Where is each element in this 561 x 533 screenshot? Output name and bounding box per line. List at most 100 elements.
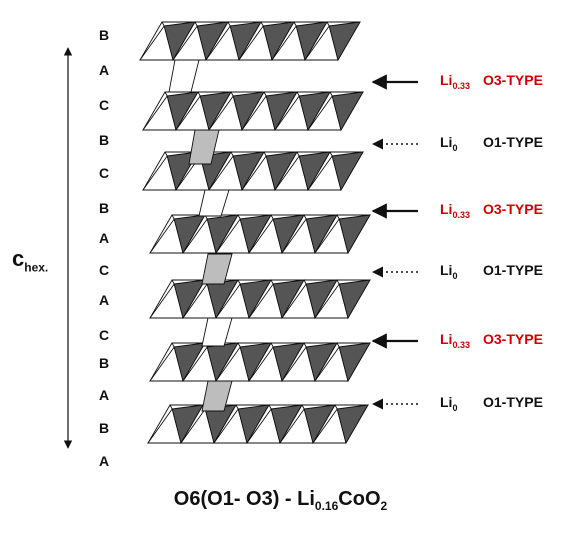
- li-symbol: Li: [440, 134, 453, 150]
- li-content: 0.33: [452, 80, 470, 91]
- coo2-slab: [149, 279, 371, 320]
- stacking-letter: C: [99, 327, 110, 343]
- octahedron-edge: [171, 342, 175, 348]
- octahedron-edge: [227, 21, 231, 27]
- interlayer-octahedron: [201, 317, 233, 347]
- interlayer-label: Li0 O1-TYPE: [440, 394, 543, 413]
- octahedron-shaded-face: [328, 21, 361, 62]
- stacking-letter: A: [99, 387, 110, 403]
- octahedron-edge: [296, 151, 300, 157]
- coo2-slab: [147, 404, 369, 445]
- li-content: 0.33: [452, 339, 470, 350]
- interlayer-octahedron: [198, 189, 230, 217]
- octahedron-edge: [237, 279, 241, 285]
- interlayer-label: Li0 O1-TYPE: [440, 262, 543, 281]
- stacking-letter: C: [99, 262, 110, 278]
- octahedron-edge: [336, 214, 340, 220]
- stacking-type: O3-TYPE: [483, 331, 543, 347]
- stacking-type: O3-TYPE: [483, 72, 543, 88]
- stacking-letter: B: [99, 200, 110, 216]
- stacking-letter: A: [99, 230, 110, 246]
- axis-label-sub: hex.: [24, 260, 49, 275]
- li-content: 0: [452, 270, 458, 281]
- li-symbol: Li: [440, 201, 453, 217]
- octahedron-edge: [296, 91, 300, 97]
- octahedron-shaded-face: [338, 214, 371, 255]
- octahedron-shaded-face: [331, 151, 364, 192]
- octahedron-edge: [197, 91, 201, 97]
- stacking-letter: B: [99, 132, 110, 148]
- c-hex-axis-label: chex.: [12, 246, 48, 274]
- octahedron-shaded-face: [336, 404, 369, 445]
- octahedron-edge: [164, 151, 168, 157]
- stacking-letter: B: [99, 355, 110, 371]
- stacking-letter: A: [99, 453, 110, 469]
- composition-formula: O6(O1- O3) - Li0.16CoO2: [0, 488, 561, 513]
- stacking-letter: B: [99, 420, 110, 436]
- interlayer-octahedron: [201, 380, 233, 412]
- octahedron-edge: [326, 21, 330, 27]
- interlayer-label: Li0.33 O3-TYPE: [440, 331, 543, 350]
- octahedron-edge: [303, 279, 307, 285]
- octahedron-edge: [263, 151, 267, 157]
- octahedron-edge: [161, 21, 165, 27]
- octahedron-shaded-face: [338, 342, 371, 383]
- octahedron-edge: [270, 214, 274, 220]
- li-symbol: Li: [440, 394, 453, 410]
- octahedron-edge: [329, 91, 333, 97]
- stacking-letter: C: [99, 165, 110, 181]
- octahedron-edge: [334, 404, 338, 410]
- stacking-letter: B: [99, 27, 110, 43]
- octahedron-edge: [230, 151, 234, 157]
- octahedron-edge: [171, 279, 175, 285]
- octahedron-edge: [164, 91, 168, 97]
- coo2-slab: [139, 21, 361, 62]
- octahedron-edge: [303, 214, 307, 220]
- li-symbol: Li: [440, 331, 453, 347]
- interlayer-octahedron: [201, 253, 233, 285]
- coo2-slab: [149, 342, 371, 383]
- interlayer-label: Li0.33 O3-TYPE: [440, 201, 543, 220]
- octahedron-edge: [230, 91, 234, 97]
- formula-part2: CoO: [338, 488, 381, 510]
- octahedron-edge: [336, 279, 340, 285]
- coo2-slab: [149, 214, 371, 255]
- stacking-letter: A: [99, 62, 110, 78]
- octahedron-edge: [169, 404, 173, 410]
- octahedron-edge: [268, 404, 272, 410]
- stacking-letter: A: [99, 292, 110, 308]
- octahedron-edge: [237, 214, 241, 220]
- coo2-slab: [142, 151, 364, 192]
- octahedron-edge: [260, 21, 264, 27]
- stacking-letter: C: [99, 97, 110, 113]
- li-content: 0: [452, 402, 458, 413]
- octahedron-edge: [303, 342, 307, 348]
- octahedron-edge: [171, 214, 175, 220]
- formula-sub1: 0.16: [314, 499, 339, 513]
- formula-sub2: 2: [380, 499, 388, 513]
- stacking-type: O3-TYPE: [483, 201, 543, 217]
- li-symbol: Li: [440, 262, 453, 278]
- interlayer-label: Li0 O1-TYPE: [440, 134, 543, 153]
- stacking-type: O1-TYPE: [483, 394, 543, 410]
- axis-label-main: c: [12, 246, 25, 271]
- octahedron-edge: [194, 21, 198, 27]
- octahedron-edge: [270, 279, 274, 285]
- stacking-type: O1-TYPE: [483, 134, 543, 150]
- octahedron-edge: [293, 21, 297, 27]
- li-symbol: Li: [440, 72, 453, 88]
- stacking-type: O1-TYPE: [483, 262, 543, 278]
- li-content: 0: [452, 142, 458, 153]
- interlayer-octahedron: [188, 129, 220, 165]
- octahedron-edge: [270, 342, 274, 348]
- octahedron-edge: [336, 342, 340, 348]
- coo2-slab: [142, 91, 364, 132]
- octahedron-shaded-face: [338, 279, 371, 320]
- octahedron-edge: [301, 404, 305, 410]
- octahedron-edge: [235, 404, 239, 410]
- octahedron-edge: [329, 151, 333, 157]
- formula-part1: O6(O1- O3) - Li: [173, 488, 315, 510]
- octahedron-edge: [237, 342, 241, 348]
